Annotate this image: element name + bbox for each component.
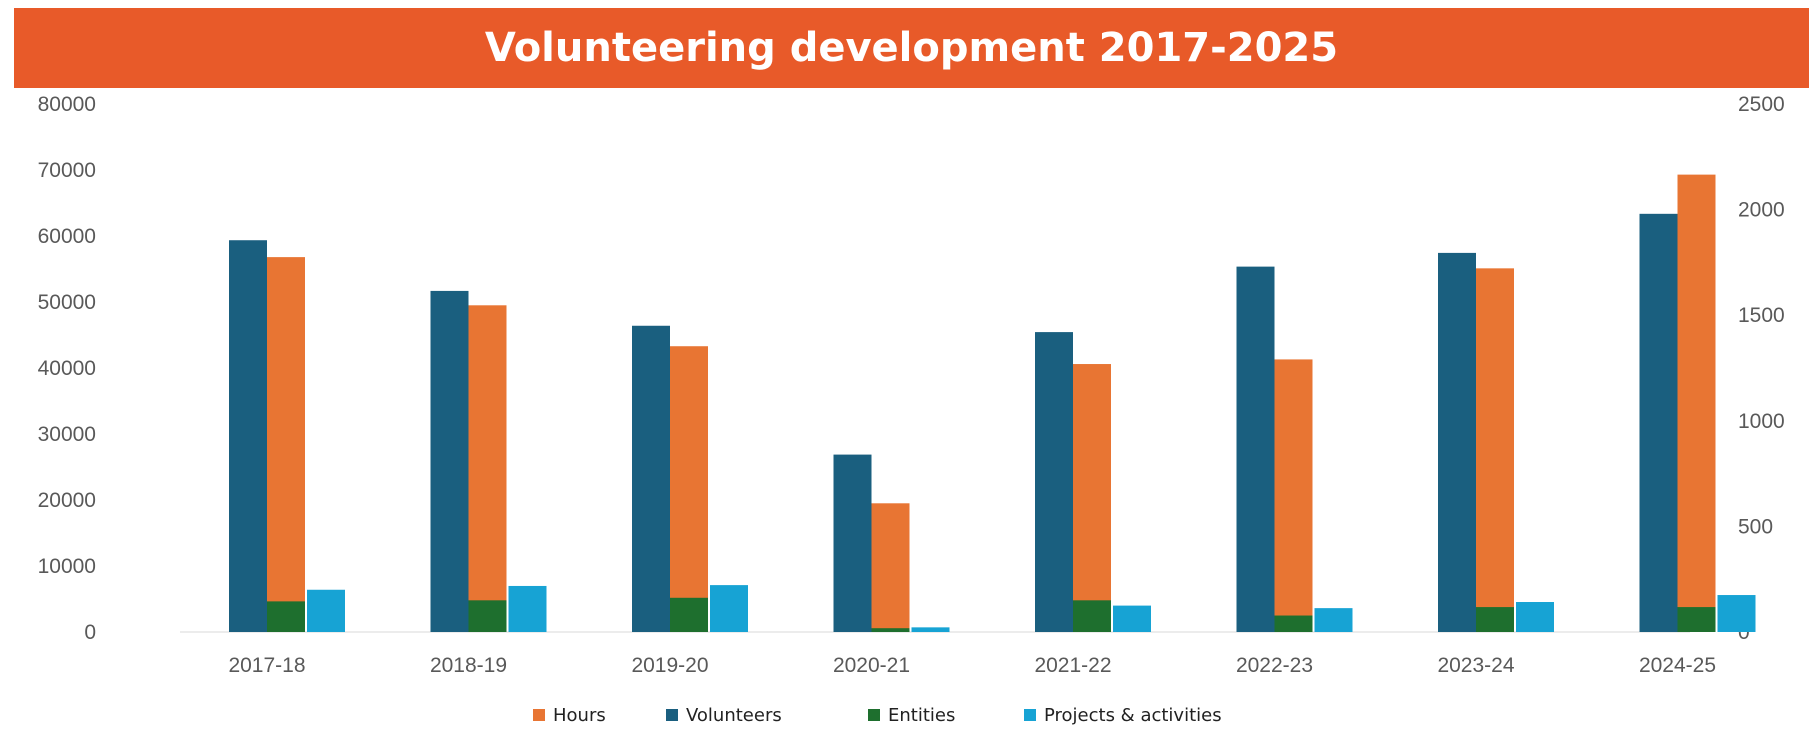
left-y-tick-label: 20000 — [38, 489, 96, 512]
legend-swatch — [1024, 709, 1036, 721]
bar-volunteers — [430, 290, 469, 632]
bar-group — [1035, 332, 1151, 632]
x-tick-label: 2019-20 — [631, 654, 708, 677]
bar-hours — [1274, 359, 1313, 632]
bar-entities — [468, 600, 507, 632]
legend-label: Entities — [888, 705, 955, 726]
left-y-axis: 0 10000 20000 30000 40000 50000 60000 70000 8000… — [38, 93, 96, 644]
bar-group — [1639, 174, 1756, 632]
bar-projects-activities — [1314, 608, 1353, 632]
right-y-tick-label: 2000 — [1738, 199, 1785, 222]
legend-label: Projects & activities — [1044, 705, 1222, 726]
bar-projects-activities — [307, 589, 345, 632]
bar-hours — [670, 346, 708, 632]
bar-projects-activities — [508, 585, 547, 632]
bar-hours — [871, 503, 910, 632]
x-tick-label: 2017-18 — [228, 654, 305, 677]
right-y-axis: 0 500 1000 1500 2000 2500 — [1738, 93, 1785, 644]
chart-title-bar: Volunteering development 2017-2025 — [14, 8, 1809, 88]
bar-volunteers — [1035, 332, 1073, 632]
left-y-tick-label: 80000 — [38, 93, 96, 116]
bar-volunteers — [1236, 266, 1275, 632]
left-y-tick-label: 10000 — [38, 555, 96, 578]
bar-hours — [1073, 364, 1111, 632]
bar-projects-activities — [911, 627, 950, 632]
legend-label: Volunteers — [686, 705, 782, 726]
x-tick-label: 2018-19 — [430, 654, 507, 677]
legend: Hours Volunteers Entities Projects & activi… — [533, 705, 1222, 726]
left-y-tick-label: 60000 — [38, 225, 96, 248]
right-y-tick-label: 0 — [1738, 621, 1750, 644]
bar-group — [1236, 266, 1353, 632]
bar-entities — [267, 601, 305, 632]
chart-title: Volunteering development 2017-2025 — [484, 25, 1339, 71]
x-tick-label: 2024-25 — [1639, 654, 1716, 677]
bar-hours — [267, 257, 305, 632]
legend-swatch — [868, 709, 880, 721]
right-y-tick-label: 1000 — [1738, 410, 1785, 433]
bar-entities — [1274, 615, 1313, 632]
left-y-tick-label: 30000 — [38, 423, 96, 446]
bar-projects-activities — [1717, 595, 1756, 632]
bar-entities — [1476, 607, 1514, 632]
bar-group — [632, 325, 748, 632]
bar-volunteers — [1438, 252, 1476, 632]
x-tick-label: 2022-23 — [1236, 654, 1313, 677]
legend-swatch — [533, 709, 545, 721]
bar-projects-activities — [1516, 602, 1554, 632]
bar-entities — [1677, 607, 1716, 632]
bar-hours — [468, 305, 507, 632]
x-axis-ticks: 2017-18 2018-19 2019-20 2020-21 2021-22 2022-… — [228, 654, 1716, 677]
bar-volunteers — [1639, 213, 1678, 632]
bar-group — [833, 454, 950, 632]
bar-hours — [1476, 268, 1514, 632]
right-y-tick-label: 1500 — [1738, 304, 1785, 327]
bar-projects-activities — [710, 585, 748, 632]
bar-group — [1438, 252, 1554, 632]
right-y-tick-label: 500 — [1738, 515, 1773, 538]
right-y-tick-label: 2500 — [1738, 93, 1785, 116]
left-y-tick-label: 40000 — [38, 357, 96, 380]
bar-entities — [871, 628, 910, 632]
bar-volunteers — [632, 325, 670, 632]
left-y-tick-label: 70000 — [38, 159, 96, 182]
left-y-tick-label: 0 — [84, 621, 96, 644]
bar-entities — [1073, 600, 1111, 632]
bar-group — [430, 290, 547, 632]
bar-entities — [670, 597, 708, 632]
bar-volunteers — [833, 454, 872, 632]
bar-volunteers — [229, 240, 267, 632]
left-y-tick-label: 50000 — [38, 291, 96, 314]
legend-label: Hours — [553, 705, 606, 726]
legend-swatch — [666, 709, 678, 721]
bar-hours — [1677, 174, 1716, 632]
x-tick-label: 2020-21 — [833, 654, 910, 677]
bar-projects-activities — [1113, 605, 1151, 632]
x-tick-label: 2021-22 — [1034, 654, 1111, 677]
bar-groups — [229, 174, 1756, 632]
bar-group — [229, 240, 345, 632]
x-tick-label: 2023-24 — [1437, 654, 1514, 677]
